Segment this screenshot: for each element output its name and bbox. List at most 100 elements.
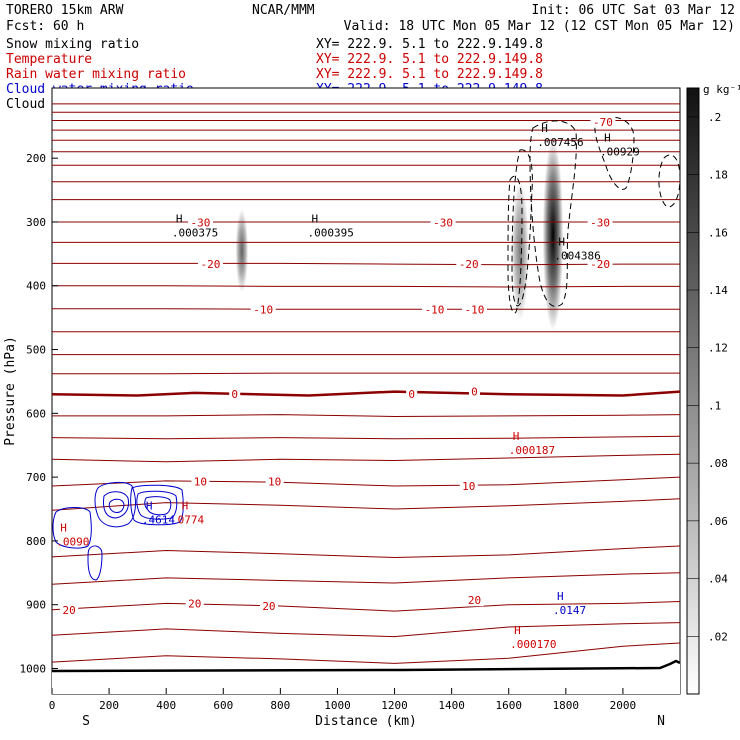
contour-label-bg-14 [265, 475, 284, 488]
y-tick-label-6: 800 [26, 535, 46, 548]
max-marker-0: H [176, 212, 183, 225]
legend-xy-2: XY= 222.9. 5.1 to 222.9.149.8 [316, 67, 543, 82]
max-value-4: .004386 [554, 249, 600, 262]
colorbar-ticks: .02 .04 .06 .08 .1 .12 .14 .16 .18 .2 [687, 111, 728, 643]
north-endpoint-label: N [657, 714, 665, 729]
contour-label-8: -10 [425, 303, 445, 316]
max-marker-2: H [541, 122, 548, 135]
contour-label-bg-18 [259, 599, 278, 612]
x-tick-label-10: 2000 [610, 699, 637, 712]
plot-frame [51, 87, 681, 695]
max-marker-5: H [513, 430, 520, 443]
cloud-water-contour-2 [103, 491, 129, 519]
contour-label-bg-0 [590, 115, 616, 128]
contour-label-9: -10 [465, 303, 485, 316]
y-tick-label-2: 400 [26, 280, 46, 293]
cloud-water-contours [52, 481, 184, 581]
colorbar-tick-label-7: .16 [708, 226, 728, 239]
y-tick-label-4: 600 [26, 407, 46, 420]
temperature-contour-17 [52, 390, 680, 397]
contour-label-18: 20 [262, 600, 275, 613]
contour-label-bg-16 [60, 603, 79, 616]
colorbar-tick-label-8: .18 [708, 169, 728, 182]
temperature-contour-20 [52, 453, 680, 463]
ice-contour-5 [507, 175, 523, 314]
contour-label-bg-15 [459, 480, 478, 493]
contour-label-0: -70 [593, 116, 613, 129]
temperature-contours [52, 103, 680, 664]
contour-label-13: 10 [194, 476, 207, 489]
x-tick-label-1: 200 [99, 699, 119, 712]
contour-label-6: -20 [590, 258, 610, 271]
colorbar-tick-label-3: .08 [708, 457, 728, 470]
contour-label-11: 0 [408, 388, 415, 401]
contour-label-bg-10 [229, 388, 241, 401]
temperature-contour-24 [52, 572, 680, 585]
max-marker-9: H [182, 499, 189, 512]
x-tick-label-8: 1600 [495, 699, 522, 712]
max-marker-1: H [311, 212, 318, 225]
temperature-contour-21 [52, 476, 680, 487]
valid-time: Valid: 18 UTC Mon 05 Mar 12 (12 CST Mon … [344, 19, 735, 34]
temperature-contour-22 [52, 498, 680, 511]
temperature-contour-13 [52, 308, 680, 310]
temperature-contour-27 [52, 642, 680, 664]
max-marker-8: H [146, 499, 153, 512]
contour-label-bg-12 [468, 385, 480, 398]
snow-blob-0 [235, 209, 249, 293]
max-value-5: .000187 [509, 444, 555, 457]
legend-name-0: Snow mixing ratio [6, 37, 139, 52]
max-value-0: .000375 [172, 226, 218, 239]
contour-label-10: 0 [231, 388, 238, 401]
model-title: TORERO 15km ARW [6, 3, 124, 18]
temperature-contour-25 [52, 601, 680, 612]
contour-label-bg-4 [197, 258, 223, 271]
colorbar [686, 87, 700, 695]
contour-labels: -70 -30 -30 -30 -20 -20 -20 -10 -10 -10 0 0 0 10 10 10 2… [60, 115, 616, 617]
contour-label-bg-5 [456, 258, 482, 271]
temperature-contour-12 [52, 285, 680, 288]
cloud-water-contour-8 [87, 545, 103, 581]
colorbar-tick-label-1: .04 [708, 573, 728, 586]
legend-name-2: Rain water mixing ratio [6, 67, 186, 82]
contour-label-1: -30 [190, 217, 210, 230]
south-endpoint-label: S [82, 714, 90, 729]
init-time: Init: 06 UTC Sat 03 Mar 12 [532, 3, 736, 18]
x-tick-label-4: 800 [270, 699, 290, 712]
x-axis: 0 200 400 600 800 1000 1200 1400 1600 1800 2000 [49, 688, 636, 712]
legend-xy-0: XY= 222.9. 5.1 to 222.9.149.8 [316, 37, 543, 52]
max-value-7: .000170 [510, 638, 556, 651]
cloud-water-contour-7 [52, 507, 92, 549]
x-tick-label-5: 1000 [324, 699, 351, 712]
temperature-contour-23 [52, 545, 680, 559]
ice-contour-2 [511, 149, 533, 307]
terrain-line [52, 659, 680, 673]
max-marker-6: H [557, 590, 564, 603]
snow-shading-layer [235, 139, 564, 331]
max-value-2: .007456 [537, 136, 583, 149]
cloud-water-contour-3 [108, 498, 125, 513]
y-tick-label-0: 200 [26, 152, 46, 165]
contour-label-bg-9 [461, 303, 487, 316]
x-tick-label-0: 0 [49, 699, 56, 712]
snow-blob-1 [511, 180, 529, 321]
ice-contour-1 [529, 120, 577, 307]
cloud-water-contour-1 [94, 481, 136, 528]
cloud-water-contour-4 [130, 484, 184, 526]
colorbar-tick-label-5: .12 [708, 342, 728, 355]
y-tick-label-3: 500 [26, 344, 46, 357]
contour-label-bg-7 [250, 303, 276, 316]
colorbar-tick-label-4: .1 [708, 399, 721, 412]
contour-label-19: 20 [468, 594, 481, 607]
snow-blob-2 [542, 139, 564, 331]
y-tick-label-5: 700 [26, 471, 46, 484]
y-tick-label-1: 300 [26, 216, 46, 229]
legend-xy-1: XY= 222.9. 5.1 to 222.9.149.8 [316, 52, 543, 67]
contour-label-bg-8 [422, 303, 448, 316]
max-value-6: .0147 [553, 604, 586, 617]
max-value-10: .0090 [56, 536, 89, 549]
temperature-contour-11 [52, 262, 680, 266]
temperature-contour-19 [52, 435, 680, 440]
colorbar-tick-label-2: .06 [708, 515, 728, 528]
